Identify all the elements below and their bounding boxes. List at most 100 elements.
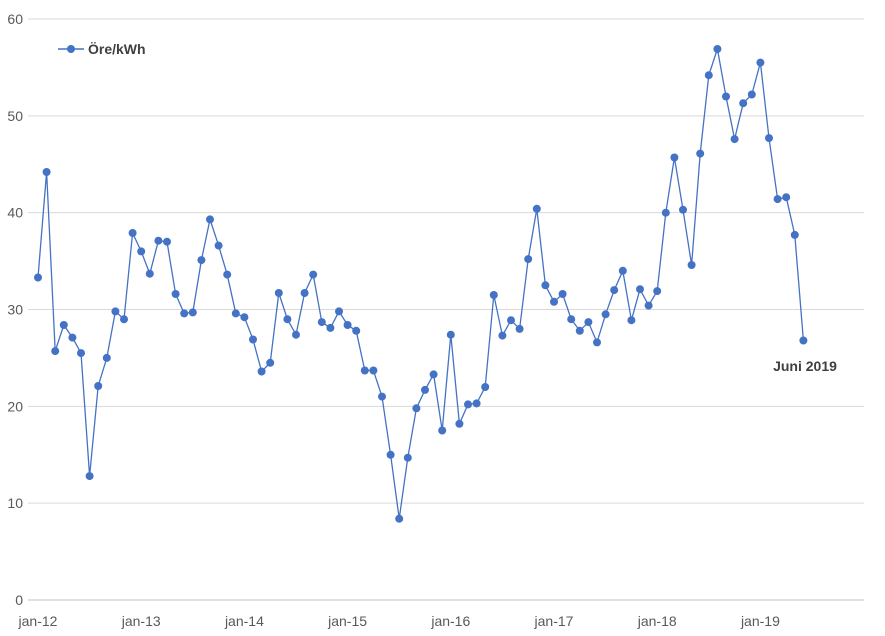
- data-point-2016-06: [489, 291, 498, 299]
- data-point-2014-08: [300, 289, 309, 297]
- series-ore-kwh: [34, 45, 808, 523]
- data-point-2012-02: [42, 168, 51, 176]
- data-point-2017-06: [593, 338, 601, 347]
- data-point-2016-01: [446, 330, 455, 339]
- data-point-2013-09: [206, 215, 214, 224]
- data-point-2015-11: [429, 370, 438, 379]
- data-point-2015-04: [369, 366, 378, 375]
- x-tick-label: jan-12: [18, 613, 58, 629]
- legend-marker-swatch: [67, 45, 75, 53]
- data-point-2017-11: [636, 285, 644, 294]
- data-point-2017-05: [584, 318, 593, 327]
- data-point-2012-06: [77, 349, 85, 358]
- data-point-2014-04: [266, 358, 275, 367]
- data-point-2016-08: [507, 316, 515, 325]
- data-point-2012-04: [59, 321, 68, 329]
- data-point-2015-12: [438, 426, 447, 435]
- data-point-2015-10: [421, 385, 429, 394]
- data-point-2018-02: [661, 208, 670, 217]
- data-point-2012-08: [94, 382, 103, 390]
- data-point-2017-08: [610, 286, 619, 295]
- data-point-2015-03: [360, 366, 369, 375]
- data-point-2012-03: [51, 347, 60, 356]
- data-point-2016-12: [541, 281, 550, 290]
- data-point-2018-06: [696, 149, 705, 158]
- data-point-2013-10: [214, 241, 223, 250]
- data-point-2017-09: [618, 266, 627, 275]
- data-point-2017-07: [601, 310, 610, 319]
- data-point-2015-08: [403, 453, 412, 462]
- data-point-2013-03: [154, 236, 163, 245]
- data-point-2013-06: [180, 309, 189, 318]
- data-point-2012-11: [120, 315, 128, 324]
- data-point-2012-12: [128, 229, 137, 237]
- data-point-2014-06: [283, 315, 292, 324]
- data-point-2019-05: [790, 230, 799, 239]
- data-point-2014-12: [335, 307, 343, 316]
- data-point-2016-11: [532, 204, 541, 213]
- data-point-2019-02: [765, 134, 773, 143]
- data-point-2016-10: [524, 255, 533, 264]
- data-point-2015-05: [378, 392, 386, 401]
- y-tick-label: 60: [7, 11, 23, 27]
- data-point-2017-02: [558, 290, 567, 298]
- data-point-2019-04: [782, 193, 791, 202]
- data-point-2016-09: [515, 324, 524, 333]
- data-point-2012-05: [68, 333, 77, 342]
- y-tick-label: 10: [7, 495, 23, 511]
- legend-label: Öre/kWh: [88, 41, 146, 57]
- data-point-2013-07: [188, 308, 197, 317]
- x-tick-label: jan-15: [327, 613, 367, 629]
- data-point-2019-06: [799, 336, 808, 345]
- data-point-2018-05: [687, 261, 696, 269]
- data-point-2013-05: [171, 290, 180, 298]
- x-tick-label: jan-18: [637, 613, 677, 629]
- data-point-2016-02: [455, 419, 464, 428]
- data-point-2014-10: [317, 318, 326, 327]
- data-point-2016-04: [472, 399, 481, 408]
- gridlines: [28, 18, 864, 601]
- data-point-2015-09: [412, 404, 421, 413]
- data-point-2013-04: [163, 237, 171, 246]
- data-point-2018-09: [722, 92, 730, 101]
- y-tick-label: 20: [7, 398, 23, 414]
- data-point-2018-08: [713, 45, 722, 53]
- y-tick-label: 0: [15, 592, 23, 608]
- x-tick-label: jan-14: [224, 613, 264, 629]
- y-tick-label: 30: [7, 302, 23, 318]
- x-tick-label: jan-19: [740, 613, 780, 629]
- data-point-2014-03: [257, 367, 266, 376]
- data-point-2014-09: [309, 270, 318, 279]
- data-point-2018-07: [704, 71, 713, 80]
- data-point-2012-09: [102, 353, 111, 362]
- data-point-2012-07: [85, 472, 94, 481]
- y-tick-label: 40: [7, 205, 23, 221]
- data-point-2018-12: [747, 90, 756, 99]
- data-point-2013-02: [145, 269, 154, 278]
- x-axis-tick-labels: jan-12 jan-13 jan-14 jan-15 jan-16 jan-17 jan-…: [18, 613, 781, 629]
- x-tick-label: jan-17: [534, 613, 574, 629]
- data-point-2015-07: [395, 514, 404, 523]
- data-point-2013-08: [197, 256, 206, 265]
- data-point-2014-07: [292, 330, 300, 339]
- data-point-2012-10: [111, 307, 120, 316]
- data-point-2017-03: [567, 315, 576, 324]
- data-point-2014-05: [274, 289, 283, 297]
- data-point-2013-01: [137, 247, 146, 256]
- y-tick-label: 50: [7, 108, 23, 124]
- x-tick-label: jan-13: [121, 613, 161, 629]
- data-point-2017-04: [575, 326, 584, 335]
- annotation-juni-2019: Juni 2019: [773, 358, 837, 374]
- data-point-2017-10: [627, 316, 636, 325]
- data-point-2019-01: [756, 58, 765, 67]
- data-point-2012-01: [34, 273, 42, 282]
- data-point-2016-07: [498, 331, 507, 340]
- data-point-2015-01: [343, 321, 352, 329]
- data-point-2018-11: [739, 99, 748, 108]
- data-point-2016-03: [464, 400, 472, 409]
- data-point-2013-12: [231, 309, 240, 318]
- series-line: [37, 48, 805, 519]
- x-tick-label: jan-16: [430, 613, 470, 629]
- data-point-2015-06: [386, 450, 395, 459]
